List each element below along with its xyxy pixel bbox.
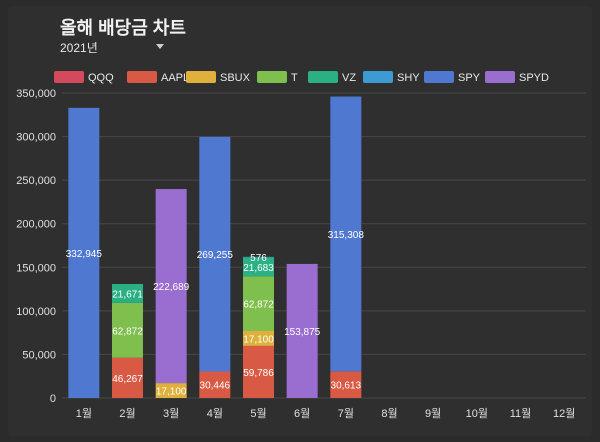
bar-segment[interactable] <box>68 107 100 398</box>
y-tick-label: 300,000 <box>16 132 56 144</box>
x-axis-ticks: 1월 2월 3월 4월 5월 6월 7월 8월 9월 10월 11월 12월 <box>76 407 576 420</box>
y-tick-label: 250,000 <box>16 175 56 187</box>
data-label: 46,267 <box>112 374 143 385</box>
data-label: 17,100 <box>243 334 274 345</box>
y-tick-label: 350,000 <box>16 88 56 100</box>
data-label: 222,689 <box>153 282 190 293</box>
year-select-value: 2021년 <box>60 41 98 55</box>
x-tick-label: 8월 <box>381 407 397 420</box>
legend-label[interactable]: VZ <box>342 72 356 84</box>
bar-segment[interactable] <box>243 330 274 346</box>
x-tick-label: 7월 <box>338 407 354 420</box>
y-tick-label: 100,000 <box>16 306 56 318</box>
x-tick-label: 6월 <box>294 407 310 420</box>
data-label: 21,671 <box>112 289 143 300</box>
legend-swatch[interactable] <box>257 71 287 83</box>
bar-segment[interactable] <box>112 357 143 398</box>
bar-segment[interactable] <box>286 263 318 398</box>
legend-label[interactable]: SPY <box>458 72 481 84</box>
bar-segment[interactable] <box>243 256 274 258</box>
year-select[interactable]: 2021년 <box>60 39 166 57</box>
legend-label[interactable]: QQQ <box>88 72 114 84</box>
legend-swatch[interactable] <box>54 71 84 83</box>
bar-segment[interactable] <box>199 136 231 372</box>
bars <box>68 96 362 398</box>
legend-swatch[interactable] <box>485 71 515 83</box>
data-label: 153,875 <box>284 327 321 338</box>
bar-segment[interactable] <box>243 345 274 398</box>
legend-label[interactable]: T <box>291 72 298 84</box>
legend-swatch[interactable] <box>308 71 338 83</box>
data-label: 59,786 <box>243 368 274 379</box>
legend-label[interactable]: SBUX <box>220 72 251 84</box>
chevron-down-icon <box>156 44 164 49</box>
data-label: 315,308 <box>328 230 365 241</box>
x-tick-label: 10월 <box>466 407 488 420</box>
bar-segment[interactable] <box>330 371 362 398</box>
data-label: 30,613 <box>331 381 362 392</box>
x-tick-label: 11월 <box>510 407 532 420</box>
legend-swatch[interactable] <box>424 71 454 83</box>
x-tick-label: 3월 <box>163 407 179 420</box>
legend-label[interactable]: SPYD <box>519 72 549 84</box>
y-tick-label: 150,000 <box>16 262 56 274</box>
x-tick-label: 12월 <box>553 407 575 420</box>
bar-segment[interactable] <box>155 189 187 384</box>
data-label: 17,100 <box>156 387 187 398</box>
page-title: 올해 배당금 차트 <box>60 18 186 38</box>
data-label: 269,255 <box>197 250 234 261</box>
bar-segment[interactable] <box>243 257 274 277</box>
bar-segment[interactable] <box>330 96 362 372</box>
x-tick-label: 4월 <box>207 407 223 420</box>
legend: QQQ AAPL SBUX T VZ SHY SPY SPYD <box>54 71 549 84</box>
legend-swatch[interactable] <box>186 71 216 83</box>
legend-label[interactable]: AAPL <box>161 72 189 84</box>
x-tick-label: 9월 <box>425 407 441 420</box>
data-label: 62,872 <box>243 300 274 311</box>
y-axis-ticks: 0 50,000 100,000 150,000 200,000 250,000 300,0… <box>16 88 56 405</box>
data-label: 21,683 <box>243 263 274 274</box>
legend-swatch[interactable] <box>363 71 393 83</box>
bar-segment[interactable] <box>112 284 143 303</box>
bar-segment[interactable] <box>155 383 187 398</box>
legend-swatch[interactable] <box>127 71 157 83</box>
x-tick-label: 2월 <box>119 407 135 420</box>
grid-lines <box>62 92 586 399</box>
legend-label[interactable]: SHY <box>397 72 420 84</box>
data-label: 30,446 <box>200 381 231 392</box>
y-tick-label: 50,000 <box>22 349 56 361</box>
data-label: 576 <box>250 253 267 264</box>
data-label: 62,872 <box>112 326 143 337</box>
bar-segment[interactable] <box>199 371 231 398</box>
y-tick-label: 0 <box>50 393 56 405</box>
bar-segment[interactable] <box>243 276 274 331</box>
data-label: 332,945 <box>66 249 103 260</box>
x-tick-label: 5월 <box>250 407 266 420</box>
x-tick-label: 1월 <box>76 407 92 420</box>
y-tick-label: 200,000 <box>16 219 56 231</box>
bar-segment[interactable] <box>112 302 143 358</box>
data-labels: 332,945 46,267 62,872 21,671 17,100 222,689 30… <box>66 230 365 398</box>
